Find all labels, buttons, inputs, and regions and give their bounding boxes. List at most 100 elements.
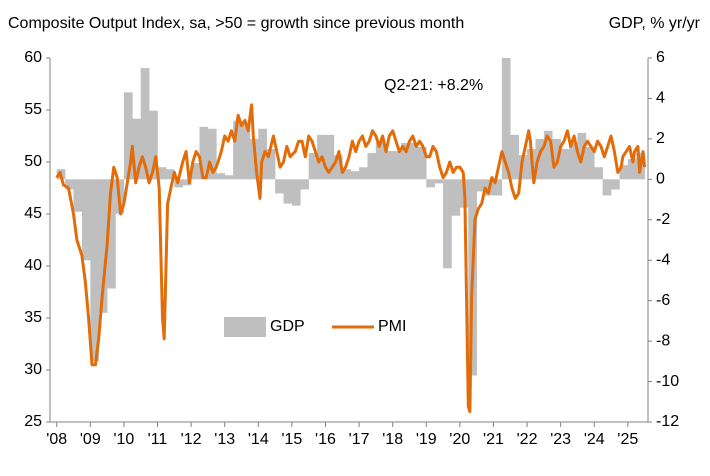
x-tick-label: '17 [349, 431, 370, 448]
bar [350, 171, 360, 180]
x-tick-label: '18 [382, 431, 403, 448]
y2-tick-label: -10 [656, 373, 679, 390]
bar [140, 68, 150, 180]
bar [291, 179, 301, 206]
bar [73, 179, 83, 212]
y-tick-label: 25 [24, 413, 42, 430]
bar [342, 169, 351, 180]
line [55, 103, 647, 414]
legend-label: PMI [378, 318, 406, 335]
bar [90, 179, 100, 362]
y2-tick-label: 0 [656, 171, 665, 188]
bar [501, 58, 511, 180]
x-tick-label: '19 [416, 431, 437, 448]
y-tick-label: 40 [24, 257, 42, 274]
x-tick-label: '25 [617, 431, 638, 448]
bar [611, 179, 620, 190]
bar [476, 179, 486, 192]
x-tick-label: '16 [315, 431, 336, 448]
bar [308, 153, 318, 180]
annotation: Q2-21: +8.2% [384, 77, 483, 94]
bar [325, 134, 335, 180]
x-tick-label: '23 [550, 431, 571, 448]
bar [165, 169, 175, 180]
bar [569, 142, 578, 180]
x-tick-label: '21 [483, 431, 504, 448]
bar [367, 153, 377, 180]
x-tick-label: '15 [281, 431, 302, 448]
plot-area [55, 58, 647, 414]
x-tick-label: '10 [113, 431, 134, 448]
bar [392, 151, 402, 180]
bar [535, 138, 545, 180]
bar [585, 146, 595, 180]
y2-tick-label: 2 [656, 130, 665, 147]
y2-tick-label: -4 [656, 251, 670, 268]
bar [375, 142, 385, 180]
y-tick-label: 50 [24, 153, 42, 170]
x-tick-label: '09 [80, 431, 101, 448]
bar [510, 134, 519, 180]
bar [300, 179, 309, 190]
bar [627, 159, 637, 180]
x-tick-label: '13 [214, 431, 235, 448]
bar [199, 126, 209, 180]
y2-tick-label: -6 [656, 292, 670, 309]
y-tick-label: 55 [24, 101, 42, 118]
bar [65, 179, 74, 190]
bar [283, 179, 293, 204]
bar [98, 179, 108, 313]
bar [426, 179, 435, 188]
bar [233, 120, 242, 180]
x-tick-label: '20 [449, 431, 470, 448]
bar [434, 179, 444, 184]
legend-label: GDP [270, 318, 305, 335]
bar [224, 175, 234, 180]
y2-tick-label: 4 [656, 90, 665, 107]
bar [543, 130, 553, 180]
bar [493, 179, 503, 196]
bar [359, 167, 368, 180]
bar [518, 155, 528, 180]
bar [241, 122, 251, 180]
y2-tick-label: -12 [656, 413, 679, 430]
bar [157, 167, 167, 180]
bar [182, 179, 192, 186]
bar [602, 179, 612, 196]
bar [451, 179, 461, 216]
bar [107, 179, 116, 289]
y-tick-label: 35 [24, 309, 42, 326]
bar [149, 110, 158, 180]
legend-swatch [224, 317, 266, 337]
x-tick-label: '08 [46, 431, 67, 448]
y2-tick-label: -2 [656, 211, 670, 228]
bar [401, 142, 410, 180]
y2-tick-label: -8 [656, 332, 670, 349]
bar [191, 163, 200, 180]
bar [619, 165, 629, 180]
x-tick-label: '24 [584, 431, 605, 448]
x-tick-label: '22 [517, 431, 538, 448]
y2-axis-title: GDP, % yr/yr [609, 15, 701, 32]
y-tick-label: 60 [24, 49, 42, 66]
bar [417, 146, 427, 180]
bar [81, 179, 91, 261]
bar [409, 142, 419, 180]
bar [207, 128, 217, 180]
y-tick-label: 45 [24, 205, 42, 222]
chart-title: Composite Output Index, sa, >50 = growth… [8, 15, 464, 32]
bar [594, 167, 603, 180]
x-tick-label: '11 [148, 431, 168, 448]
x-tick-label: '12 [181, 431, 202, 448]
bar [216, 173, 225, 180]
bar [258, 128, 267, 180]
bar [443, 179, 452, 269]
y-tick-label: 30 [24, 361, 42, 378]
bar [384, 151, 393, 180]
x-tick-label: '14 [248, 431, 269, 448]
bar [560, 149, 570, 180]
bar [275, 179, 284, 194]
bar [132, 118, 142, 180]
bar [123, 92, 133, 180]
